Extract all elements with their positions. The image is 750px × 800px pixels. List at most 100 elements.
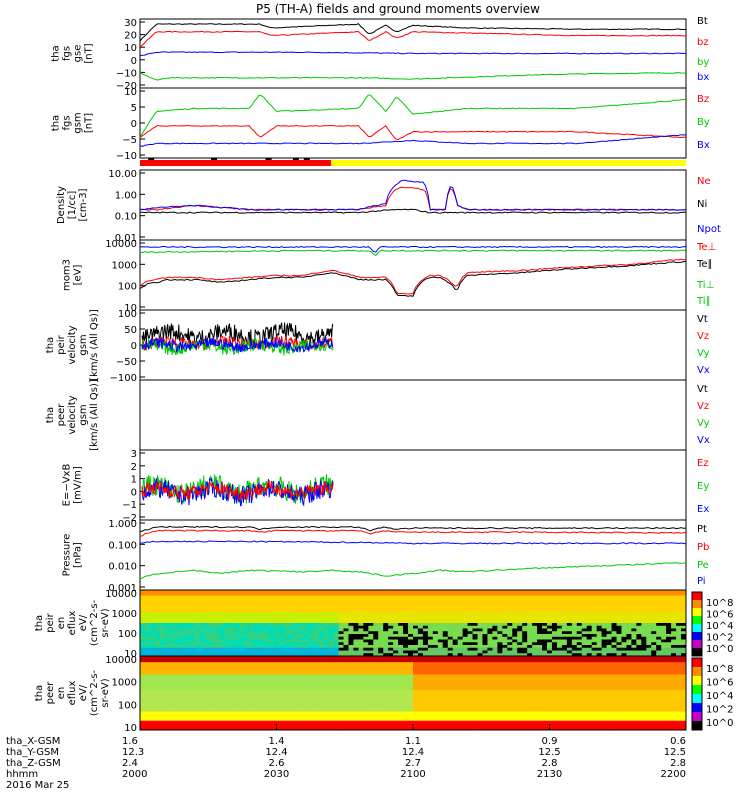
heatmap-cell xyxy=(556,714,563,719)
legend-Ti⊥: Ti⊥ xyxy=(696,280,714,291)
heatmap-cell xyxy=(581,668,588,672)
y-axis-label-line: mom3 xyxy=(62,259,73,291)
heatmap-cell xyxy=(293,653,300,657)
heatmap-cell xyxy=(363,717,369,722)
heatmap-cell xyxy=(507,665,513,669)
heatmap-cell xyxy=(566,659,573,663)
heatmap-cell xyxy=(278,617,285,621)
heatmap-cell xyxy=(467,653,473,657)
heatmap-cell xyxy=(179,659,186,663)
heatmap-cell xyxy=(636,606,642,610)
heatmap-cell xyxy=(432,653,439,657)
heatmap-cell xyxy=(328,662,334,666)
heatmap-cell xyxy=(547,609,553,613)
heatmap-cell xyxy=(378,705,384,709)
heatmap-cell xyxy=(184,650,191,654)
heatmap-cell xyxy=(581,620,588,624)
heatmap-cell xyxy=(169,659,176,663)
heatmap-cell xyxy=(432,606,439,610)
heatmap-cell xyxy=(164,609,171,613)
heatmap-cell xyxy=(249,671,255,675)
heatmap-cell xyxy=(368,723,374,728)
heatmap-cell xyxy=(472,717,478,722)
heatmap-cell xyxy=(209,683,215,688)
heatmap-cell xyxy=(373,609,379,613)
heatmap-cell xyxy=(631,650,637,654)
heatmap-cell xyxy=(388,720,394,725)
heatmap-cell xyxy=(641,636,647,640)
heatmap-cell xyxy=(234,702,240,706)
legend-Te⊥: Te⊥ xyxy=(696,242,716,253)
heatmap-cell xyxy=(259,686,265,691)
heatmap-cell xyxy=(368,705,374,709)
heatmap-cell xyxy=(611,612,617,616)
heatmap-cell xyxy=(601,631,607,635)
heatmap-cell xyxy=(358,590,364,594)
heatmap-cell xyxy=(398,606,404,610)
y-tick-label: −5 xyxy=(122,135,137,146)
heatmap-cell xyxy=(561,680,568,685)
heatmap-cell xyxy=(293,693,300,697)
heatmap-cell xyxy=(194,693,200,697)
heatmap-cell xyxy=(393,601,399,605)
y-tick-label: 3 xyxy=(131,449,137,460)
heatmap-cell xyxy=(472,693,478,697)
heatmap-cell xyxy=(542,601,548,605)
y-axis-label-line: gsm xyxy=(73,112,84,133)
heatmap-cell xyxy=(457,650,464,654)
y-tick-label: 0.01 xyxy=(115,233,137,244)
heatmap-cell xyxy=(363,631,369,635)
heatmap-cell xyxy=(383,705,389,709)
heatmap-cell xyxy=(184,642,191,646)
heatmap-cell xyxy=(437,603,444,607)
heatmap-cell xyxy=(427,705,434,709)
heatmap-cell xyxy=(328,693,334,697)
heatmap-cell xyxy=(209,686,215,691)
heatmap-cell xyxy=(264,645,270,649)
heatmap-cell xyxy=(298,634,305,638)
heatmap-cell xyxy=(144,636,151,640)
heatmap-cell xyxy=(393,702,399,706)
heatmap-cell xyxy=(422,645,429,649)
heatmap-cell xyxy=(298,620,305,624)
heatmap-cell xyxy=(437,702,444,706)
heatmap-cell xyxy=(457,631,464,635)
heatmap-cell xyxy=(636,603,642,607)
heatmap-cell xyxy=(194,699,200,703)
heatmap-cell xyxy=(293,590,300,594)
heatmap-cell xyxy=(452,699,459,703)
heatmap-cell xyxy=(462,708,468,712)
heatmap-cell xyxy=(249,674,255,678)
heatmap-cell xyxy=(388,598,394,602)
heatmap-cell xyxy=(144,631,151,635)
heatmap-cell xyxy=(338,601,344,605)
heatmap-cell xyxy=(308,606,315,610)
heatmap-cell xyxy=(274,699,280,703)
heatmap-cell xyxy=(318,625,325,629)
heatmap-cell xyxy=(224,603,230,607)
heatmap-cell xyxy=(373,592,379,596)
heatmap-cell xyxy=(492,717,498,722)
heatmap-cell xyxy=(522,656,528,660)
heatmap-cell xyxy=(666,592,672,596)
heatmap-cell xyxy=(214,592,220,596)
heatmap-cell xyxy=(234,671,240,675)
heatmap-cell xyxy=(383,696,389,700)
heatmap-cell xyxy=(338,628,344,632)
y-axis-label-line: fgs xyxy=(62,115,73,130)
heatmap-cell xyxy=(159,668,166,672)
heatmap-cell xyxy=(318,642,325,646)
heatmap-cell xyxy=(571,595,578,599)
heatmap-cell xyxy=(596,609,603,613)
heatmap-cell xyxy=(323,603,330,607)
heatmap-cell xyxy=(214,717,220,722)
heatmap-cell xyxy=(149,659,156,663)
heatmap-cell xyxy=(234,628,240,632)
heatmap-cell xyxy=(551,668,558,672)
heatmap-cell xyxy=(641,601,647,605)
heatmap-cell xyxy=(482,639,488,643)
heatmap-cell xyxy=(671,642,677,646)
heatmap-cell xyxy=(482,645,488,649)
heatmap-cell xyxy=(408,705,414,709)
heatmap-cell xyxy=(199,639,205,643)
